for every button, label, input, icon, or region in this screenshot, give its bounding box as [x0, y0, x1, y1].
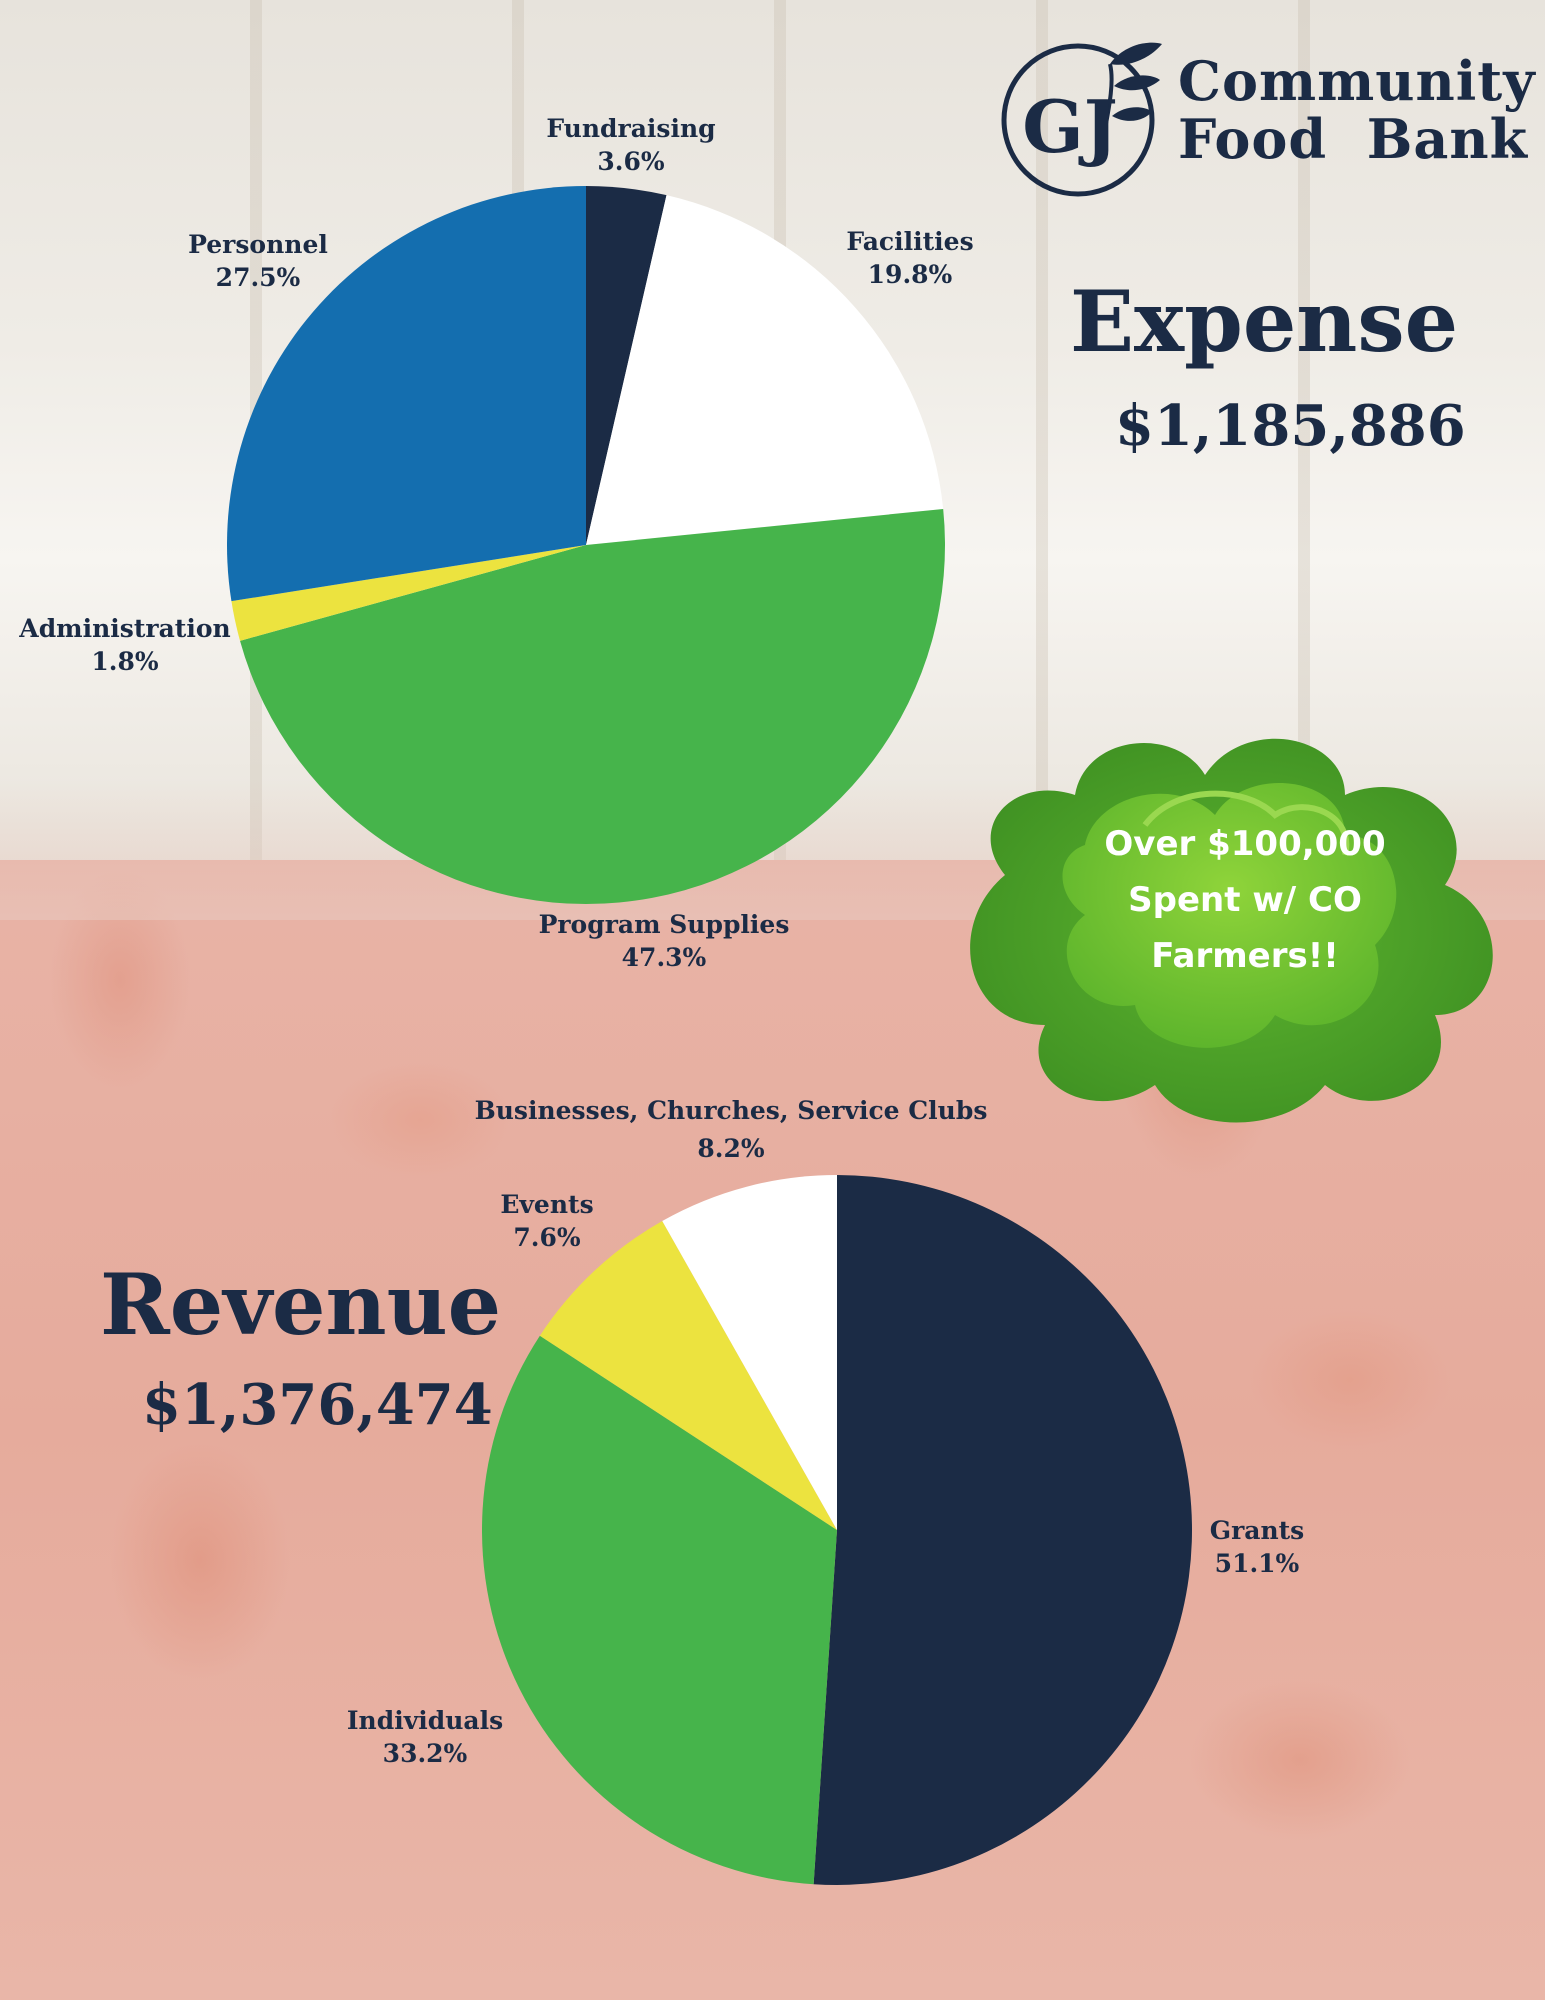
- revenue-label-grants-name: Grants: [1209, 1516, 1305, 1545]
- callout-text: Over $100,000 Spent w/ CO Farmers!!: [1085, 816, 1405, 984]
- brand-logo: GJ Community Food Bank: [992, 24, 1535, 204]
- revenue-label-events: Events 7.6%: [500, 1188, 593, 1254]
- revenue-label-businesses-name: Businesses, Churches, Service Clubs: [474, 1096, 988, 1125]
- revenue-label-individuals-name: Individuals: [346, 1706, 504, 1735]
- expense-label-administration-name: Administration: [19, 614, 231, 643]
- expense-label-program-supplies-name: Program Supplies: [538, 910, 790, 939]
- expense-label-fundraising: Fundraising 3.6%: [546, 112, 715, 178]
- revenue-label-events-value: 7.6%: [513, 1223, 581, 1252]
- expense-title: Expense: [1070, 272, 1459, 371]
- expense-label-personnel-name: Personnel: [188, 230, 328, 259]
- revenue-slice-businesses-churches-service-clubs: [662, 1175, 837, 1530]
- callout-line1: Over $100,000: [1104, 824, 1386, 864]
- expense-label-fundraising-value: 3.6%: [597, 147, 665, 176]
- expense-label-program-supplies-value: 47.3%: [621, 943, 707, 972]
- revenue-label-individuals-value: 33.2%: [382, 1739, 468, 1768]
- brand-name: Community Food Bank: [1178, 52, 1536, 168]
- expense-label-personnel-value: 27.5%: [215, 263, 301, 292]
- expense-slice-personnel: [227, 186, 586, 602]
- revenue-total: $1,376,474: [142, 1372, 493, 1438]
- brand-name-line1: Community: [1178, 49, 1536, 113]
- expense-label-personnel: Personnel 27.5%: [188, 228, 328, 294]
- revenue-label-events-name: Events: [500, 1190, 594, 1219]
- expense-slice-facilities: [586, 195, 944, 546]
- callout-line3: Farmers!!: [1151, 936, 1339, 976]
- brand-name-line2: Food Bank: [1178, 107, 1529, 171]
- logo-letters: GJ: [1022, 84, 1118, 169]
- expense-total: $1,185,886: [1115, 393, 1466, 459]
- revenue-slice-individuals: [481, 1335, 837, 1885]
- revenue-label-businesses: Businesses, Churches, Service Clubs 8.2%: [475, 1092, 988, 1168]
- revenue-label-grants: Grants 51.1%: [1210, 1514, 1305, 1580]
- expense-label-program-supplies: Program Supplies 47.3%: [539, 908, 790, 974]
- expense-label-facilities-name: Facilities: [846, 227, 974, 256]
- expense-label-administration: Administration 1.8%: [19, 612, 230, 678]
- revenue-slice-events: [539, 1220, 837, 1530]
- lettuce-icon: [970, 738, 1493, 1123]
- expense-label-facilities-value: 19.8%: [867, 260, 953, 289]
- revenue-slice-grants: [813, 1175, 1193, 1885]
- revenue-title: Revenue: [100, 1255, 502, 1354]
- expense-slice-fundraising: [586, 186, 667, 545]
- callout-line2: Spent w/ CO: [1128, 880, 1362, 920]
- expense-label-facilities: Facilities 19.8%: [846, 225, 973, 291]
- revenue-label-grants-value: 51.1%: [1214, 1549, 1300, 1578]
- expense-slice-program-supplies: [240, 508, 946, 905]
- expense-label-fundraising-name: Fundraising: [546, 114, 716, 143]
- revenue-label-individuals: Individuals 33.2%: [347, 1704, 503, 1770]
- expense-label-administration-value: 1.8%: [91, 647, 159, 676]
- revenue-label-businesses-value: 8.2%: [697, 1134, 765, 1163]
- expense-slice-administration: [231, 545, 586, 641]
- logo-emblem-icon: GJ: [1001, 42, 1162, 197]
